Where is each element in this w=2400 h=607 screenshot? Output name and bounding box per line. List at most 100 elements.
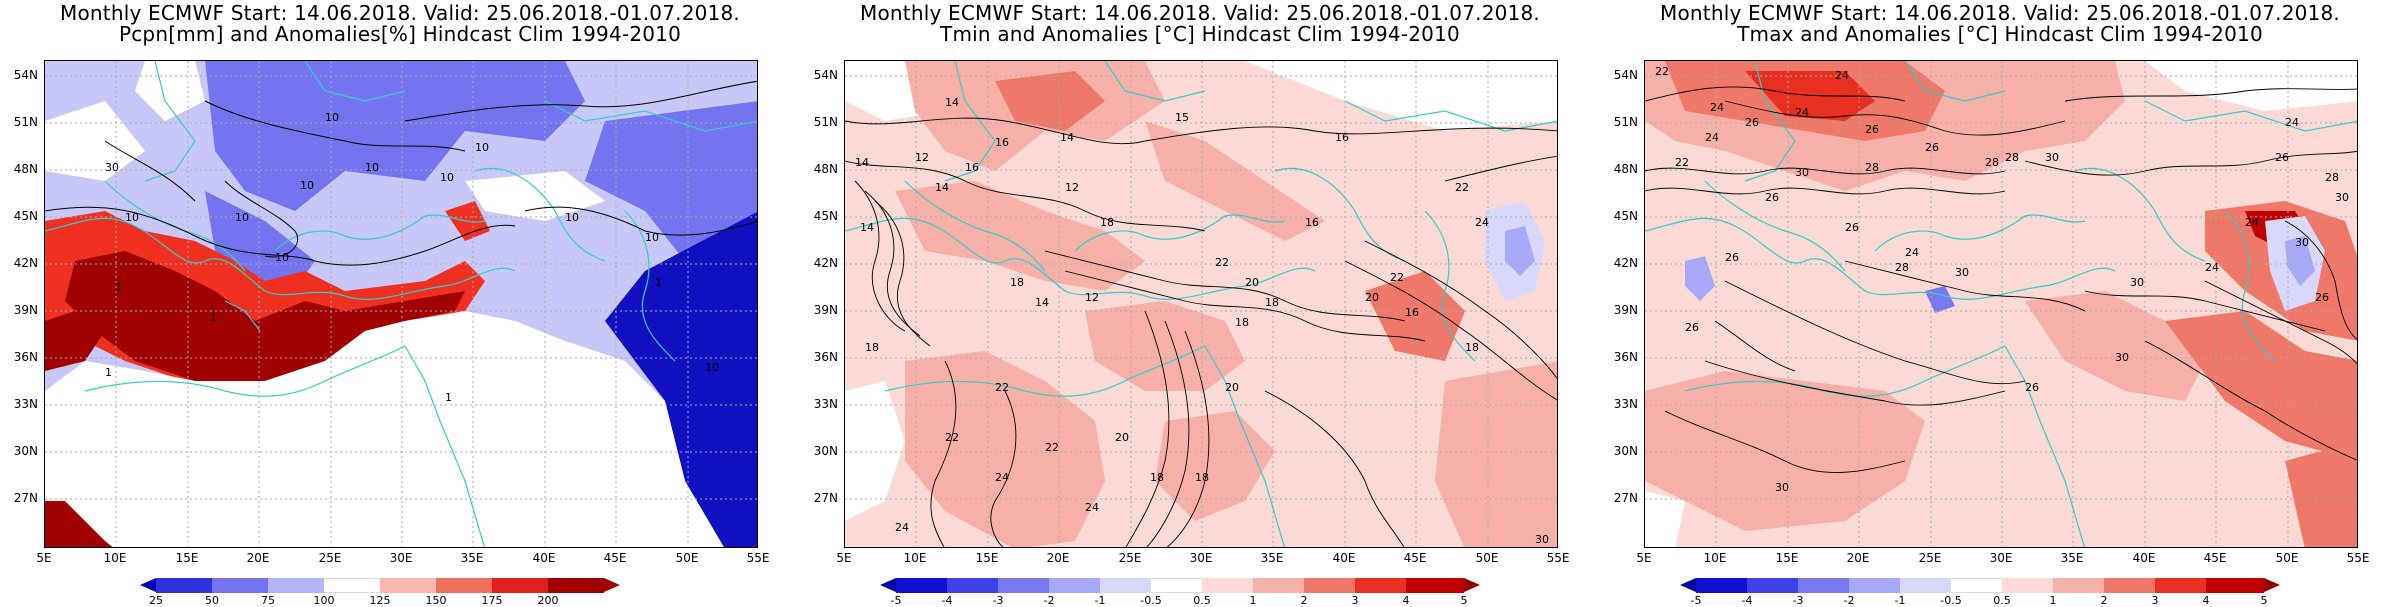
lat-label: 27N — [13, 491, 38, 505]
anomaly-fill-blue — [2285, 236, 2315, 286]
colorbar-segment — [947, 578, 998, 593]
anomaly-fill-white — [1645, 491, 1685, 547]
contour-label: 20 — [1365, 291, 1379, 304]
contours — [845, 117, 1557, 547]
anomaly-fill-red — [1365, 271, 1465, 361]
contour-label: 10 — [645, 231, 659, 244]
colorbar-arrow-left — [1680, 578, 1696, 592]
anomaly-fill-pink — [1435, 361, 1557, 547]
colorbar-segment — [268, 578, 324, 593]
contour-label: 24 — [2285, 116, 2299, 129]
contour-label: 10 — [565, 211, 579, 224]
tmin-map-svg: 14 16 14 14 12 14 16 14 12 18 15 16 16 2… — [845, 61, 1557, 547]
anomaly-fill-blue — [585, 101, 757, 261]
lat-label: 42N — [813, 256, 838, 270]
contour-label: 20 — [1245, 276, 1259, 289]
colorbar-segment — [1151, 578, 1202, 593]
contour-label: 14 — [1035, 296, 1049, 309]
colorbar-label: 100 — [313, 594, 335, 607]
lon-label: 40E — [1332, 551, 1356, 565]
colorbar-label: 50 — [205, 594, 219, 607]
contour-label: 22 — [1455, 181, 1469, 194]
anomaly-fill-dark-red — [1745, 71, 1875, 121]
contour-label: 22 — [995, 381, 1009, 394]
lat-label: 27N — [1613, 491, 1638, 505]
colorbar-label: -3 — [992, 594, 1004, 607]
contour-label: 26 — [2025, 381, 2039, 394]
lon-label: 20E — [1846, 551, 1870, 565]
contour-label: 30 — [1955, 266, 1969, 279]
lat-label: 33N — [13, 397, 38, 411]
colorbar-label: 175 — [481, 594, 503, 607]
colorbar-segment — [1849, 578, 1900, 593]
lat-label: 42N — [1613, 256, 1638, 270]
contour-label: 10 — [275, 251, 289, 264]
anomaly-fill-blue — [205, 61, 585, 211]
contour-label: 26 — [1745, 116, 1759, 129]
contour-label: 16 — [965, 161, 979, 174]
gridlines — [1645, 61, 2357, 547]
contour-label: 1 — [115, 281, 122, 294]
tmax-colorbar: -5 -4 -3 -2 -1 -0.5 0.5 1 2 3 4 5 — [1680, 578, 2280, 607]
colorbar-segment — [2053, 578, 2104, 593]
panel-title-line2: Tmin and Anomalies [°C] Hindcast Clim 19… — [940, 22, 1460, 46]
contour-label: 18 — [1010, 276, 1024, 289]
anomaly-fill-white — [45, 101, 145, 181]
colorbar-segment — [1202, 578, 1253, 593]
lon-label: 50E — [1475, 551, 1499, 565]
lon-label: 15E — [175, 551, 199, 565]
contour-label: 10 — [125, 211, 139, 224]
anomaly-fill-blue — [1505, 226, 1535, 276]
contour-label: 30 — [1795, 166, 1809, 179]
anomaly-fill-white — [1245, 61, 1557, 131]
gridlines — [45, 61, 757, 547]
contour-label: 26 — [1925, 141, 1939, 154]
contour-label: 12 — [1065, 181, 1079, 194]
anomaly-fill-white-south — [45, 311, 724, 547]
contour-label: 26 — [2315, 291, 2329, 304]
contour-label: 22 — [1675, 156, 1689, 169]
lon-label: 55E — [1546, 551, 1570, 565]
colorbar-label: 150 — [425, 594, 447, 607]
lat-label: 45N — [1613, 209, 1638, 223]
lon-label: 20E — [1046, 551, 1070, 565]
lon-label: 25E — [1118, 551, 1142, 565]
contour-label: 24 — [2205, 261, 2219, 274]
anomaly-fill-dark-red — [65, 251, 465, 381]
contour-label: 28 — [1865, 161, 1879, 174]
lon-label: 50E — [675, 551, 699, 565]
colorbar-segment — [492, 578, 548, 593]
precip-map-svg: 10 10 10 10 10 30 10 10 10 10 10 1 1 1 1… — [45, 61, 757, 547]
lon-label: 15E — [1775, 551, 1799, 565]
tmin-colorbar: -5 -4 -3 -2 -1 -0.5 0.5 1 2 3 4 5 — [880, 578, 1480, 607]
contour-label: 18 — [1100, 216, 1114, 229]
colorbar-label: -1 — [1094, 594, 1106, 607]
colorbar-segment — [2155, 578, 2206, 593]
contour-label: 10 — [325, 111, 339, 124]
lon-label: 50E — [2275, 551, 2299, 565]
contour-label: 24 — [1710, 101, 1724, 114]
contour-label: 26 — [1865, 123, 1879, 136]
contour-label: 22 — [1215, 256, 1229, 269]
colorbar-label: 5 — [1460, 594, 1468, 607]
colorbar-segment — [1355, 578, 1406, 593]
colorbar-segment — [1747, 578, 1798, 593]
contour-label: 30 — [2335, 191, 2349, 204]
coastlines — [45, 61, 757, 547]
lat-label: 54N — [13, 68, 38, 82]
contour-label: 14 — [855, 156, 869, 169]
contour-label: 24 — [1475, 216, 1489, 229]
lon-label: 25E — [1918, 551, 1942, 565]
anomaly-fill-dark-blue — [605, 212, 757, 547]
lat-label: 48N — [13, 162, 38, 176]
lat-label: 33N — [813, 397, 838, 411]
contour-label: 18 — [1235, 316, 1249, 329]
anomaly-fill-pink — [1155, 411, 1275, 521]
colorbar-label: -2 — [1843, 594, 1855, 607]
lon-label: 35E — [2060, 551, 2084, 565]
anomaly-fill-pink — [2025, 291, 2205, 401]
lat-label: 45N — [13, 209, 38, 223]
tmin-panel: Monthly ECMWF Start: 14.06.2018. Valid: … — [800, 0, 1600, 607]
lon-label: 25E — [318, 551, 342, 565]
contour-label: 16 — [1405, 306, 1419, 319]
